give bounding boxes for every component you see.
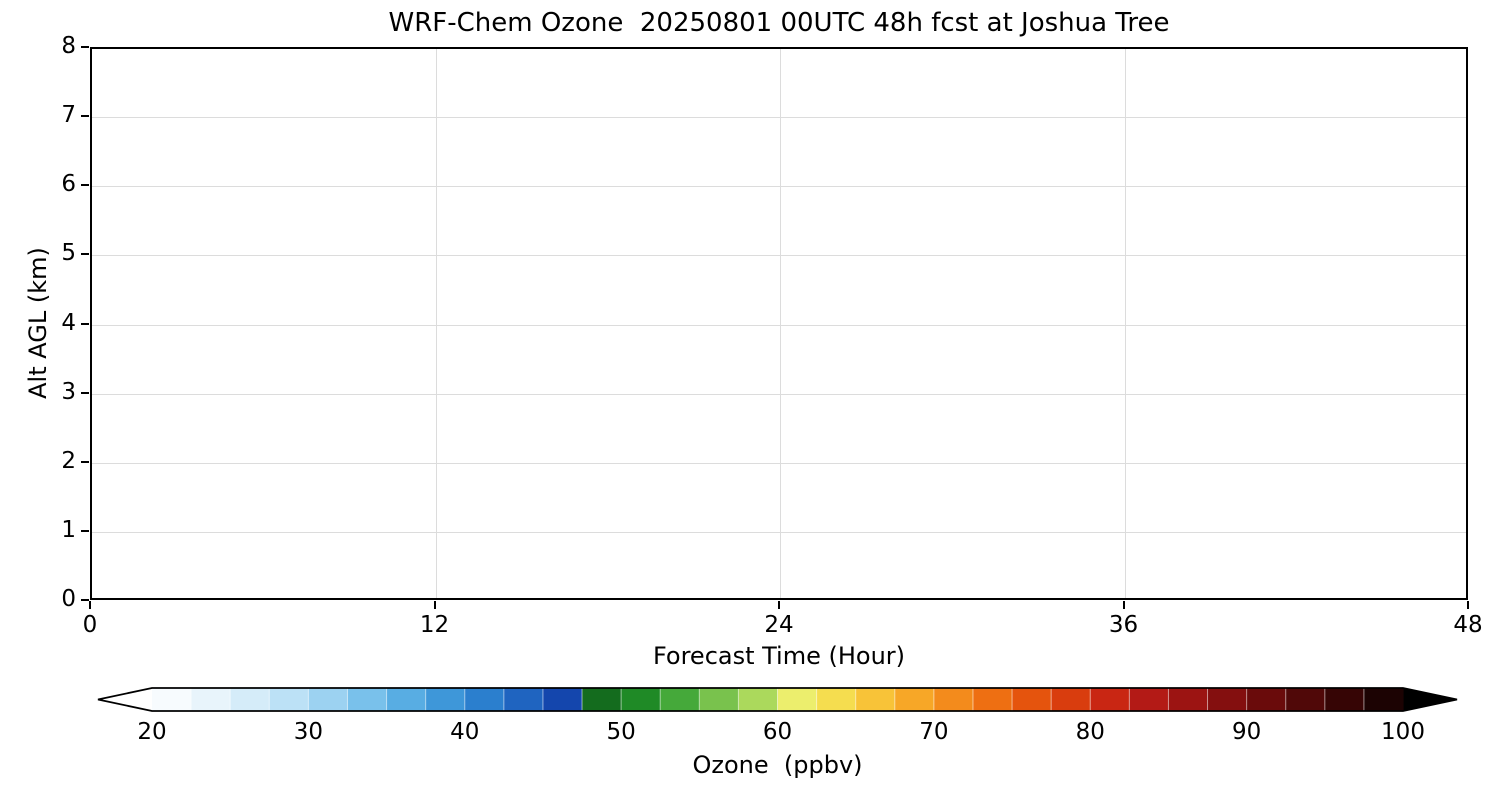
- y-tick-mark: [81, 322, 89, 325]
- colorbar-segment: [503, 688, 544, 711]
- x-tick-label: 0: [82, 612, 98, 638]
- colorbar-over-arrow: [1403, 688, 1457, 711]
- colorbar-segment: [1207, 688, 1248, 711]
- y-tick-mark: [81, 253, 89, 256]
- gridline-horizontal: [92, 117, 1466, 119]
- y-tick-label: 8: [61, 33, 76, 59]
- gridline-vertical: [435, 49, 437, 598]
- y-tick-label: 5: [61, 240, 76, 267]
- colorbar-segment: [308, 688, 349, 711]
- gridline-vertical: [1124, 49, 1126, 598]
- y-tick-mark: [81, 46, 89, 48]
- colorbar-segment: [1012, 688, 1052, 711]
- y-tick-label: 2: [61, 447, 76, 474]
- colorbar-label: Ozone (ppbv): [692, 751, 863, 779]
- colorbar-segment: [1324, 688, 1365, 711]
- colorbar-tick-label: 70: [919, 719, 949, 745]
- y-tick-mark: [81, 115, 89, 118]
- colorbar-tick-label: 20: [137, 719, 167, 745]
- plot-area: [90, 47, 1468, 600]
- y-axis-label: Alt AGL (km): [24, 247, 52, 399]
- colorbar-segment: [191, 688, 231, 711]
- y-tick-mark: [81, 599, 89, 601]
- colorbar-segment: [933, 688, 974, 711]
- colorbar-segment: [894, 688, 935, 711]
- x-tick-label: 36: [1108, 612, 1139, 638]
- colorbar-under-arrow: [98, 688, 152, 711]
- colorbar-segment: [1168, 688, 1209, 711]
- colorbar-segment: [152, 688, 192, 711]
- colorbar-tick-label: 90: [1231, 719, 1262, 745]
- colorbar-segment: [855, 688, 896, 711]
- gridline-horizontal: [92, 255, 1466, 257]
- chart-title: WRF-Chem Ozone 20250801 00UTC 48h fcst a…: [388, 8, 1170, 38]
- colorbar-tick-label: 80: [1075, 719, 1105, 745]
- x-tick-label: 24: [764, 612, 794, 638]
- y-tick-label: 7: [61, 102, 76, 129]
- colorbar-tick-label: 60: [762, 719, 793, 745]
- gridline-horizontal: [92, 393, 1466, 395]
- x-tick-label: 48: [1453, 612, 1483, 638]
- y-tick-mark: [81, 184, 89, 187]
- colorbar-segment: [738, 688, 779, 711]
- gridline-horizontal: [92, 186, 1466, 188]
- y-tick-label: 3: [61, 378, 76, 405]
- colorbar-segment: [1051, 688, 1091, 711]
- y-tick-label: 6: [61, 171, 76, 198]
- y-tick-label: 1: [61, 516, 76, 543]
- colorbar-segment: [1363, 688, 1404, 711]
- x-axis-label: Forecast Time (Hour): [652, 642, 906, 670]
- colorbar-tick-label: 50: [606, 719, 636, 745]
- gridline-vertical: [780, 49, 781, 598]
- x-tick-mark: [1122, 601, 1125, 609]
- y-tick-label: 4: [61, 309, 76, 336]
- x-tick-mark: [1467, 601, 1469, 609]
- colorbar-segment: [1246, 688, 1287, 711]
- colorbar-segment: [816, 688, 857, 711]
- x-tick-mark: [433, 601, 436, 609]
- x-tick-mark: [89, 601, 91, 609]
- colorbar-segment: [269, 688, 309, 711]
- colorbar-tick-label: 30: [293, 719, 324, 745]
- colorbar-segment: [660, 688, 700, 711]
- colorbar-segment: [464, 688, 505, 711]
- colorbar-segment: [542, 688, 583, 711]
- y-tick-mark: [81, 529, 89, 532]
- colorbar-segment: [386, 688, 427, 711]
- colorbar-outline: [97, 687, 1458, 712]
- colorbar-segment: [425, 688, 466, 711]
- colorbar-segment: [777, 688, 818, 711]
- colorbar-segment: [347, 688, 388, 711]
- colorbar-segment: [230, 688, 270, 711]
- x-tick-mark: [778, 601, 780, 609]
- gridline-horizontal: [92, 324, 1466, 326]
- colorbar-tick-label: 100: [1381, 719, 1425, 745]
- y-tick-mark: [81, 460, 89, 463]
- y-tick-mark: [81, 391, 89, 394]
- colorbar: [97, 687, 1458, 712]
- y-tick-label: 0: [61, 586, 76, 612]
- colorbar-segment: [1129, 688, 1170, 711]
- gridline-horizontal: [92, 531, 1466, 533]
- colorbar-segment: [1285, 688, 1326, 711]
- colorbar-segment: [972, 688, 1013, 711]
- colorbar-segment: [699, 688, 740, 711]
- colorbar-tick-label: 40: [450, 719, 480, 745]
- colorbar-segment: [582, 688, 622, 711]
- colorbar-segment: [1090, 688, 1130, 711]
- gridline-horizontal: [92, 462, 1466, 464]
- x-tick-label: 12: [419, 612, 450, 638]
- colorbar-segment: [621, 688, 661, 711]
